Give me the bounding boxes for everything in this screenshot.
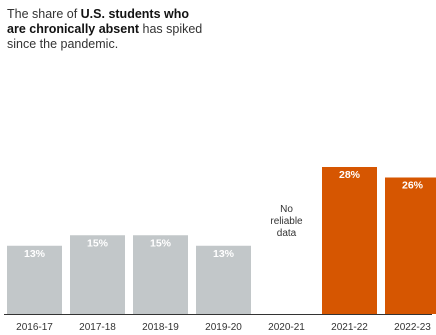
x-tick-label-2021-22: 2021-22 [331,322,368,333]
chart-headline: The share of U.S. students who are chron… [7,7,207,52]
no-data-line-1: No [280,204,293,215]
value-label-2017-18: 15% [87,237,109,249]
x-tick-label-2022-23: 2022-23 [394,322,431,333]
no-data-label-2020-21: No reliable data [270,204,303,239]
x-tick-label-2020-21: 2020-21 [268,322,305,333]
value-label-2018-19: 15% [150,237,172,249]
bar-2017-18 [70,235,125,314]
x-tick-label-group: 2016-17 2017-18 2018-19 2019-20 2020-21 2021-… [16,322,431,333]
value-label-2019-20: 13% [213,248,235,260]
x-tick-label-2017-18: 2017-18 [79,322,116,333]
no-data-annotation: No reliable data [270,204,303,239]
value-label-2016-17: 13% [24,248,46,260]
bar-group [7,167,436,314]
bar-2022-23 [385,177,436,314]
headline-lead: The share of [7,7,81,21]
value-label-2021-22: 28% [339,169,361,181]
no-data-line-3: data [277,228,297,239]
bar-2019-20 [196,245,251,314]
headline-emphasis: U.S. students who are chronically absent [7,7,189,36]
bar-2021-22 [322,167,377,314]
x-tick-label-2016-17: 2016-17 [16,322,53,333]
bar-2018-19 [133,235,188,314]
x-tick-label-2018-19: 2018-19 [142,322,179,333]
x-tick-label-2019-20: 2019-20 [205,322,242,333]
bar-2016-17 [7,245,62,314]
value-label-group: 13% 15% 15% 13% 28% 26% [24,169,424,260]
no-data-line-2: reliable [270,216,303,227]
value-label-2022-23: 26% [402,180,424,192]
headline-tail: has spiked since the pandemic. [7,22,203,51]
